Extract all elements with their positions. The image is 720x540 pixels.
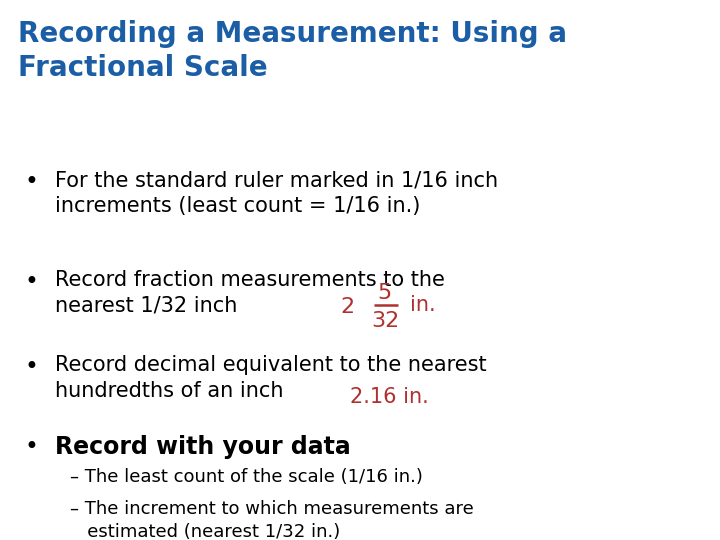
Text: 32: 32 bbox=[371, 311, 399, 331]
Text: Recording a Measurement: Using a
Fractional Scale: Recording a Measurement: Using a Fractio… bbox=[18, 20, 567, 82]
Text: •: • bbox=[25, 355, 39, 379]
Text: •: • bbox=[25, 435, 39, 459]
Text: For the standard ruler marked in 1/16 inch
increments (least count = 1/16 in.): For the standard ruler marked in 1/16 in… bbox=[55, 170, 498, 215]
Text: •: • bbox=[25, 170, 39, 194]
Text: Record decimal equivalent to the nearest
hundredths of an inch: Record decimal equivalent to the nearest… bbox=[55, 355, 487, 401]
Text: •: • bbox=[25, 270, 39, 294]
Text: 2.16 in.: 2.16 in. bbox=[350, 387, 428, 407]
Text: Record with your data: Record with your data bbox=[55, 435, 351, 459]
Text: – The least count of the scale (1/16 in.): – The least count of the scale (1/16 in.… bbox=[70, 468, 423, 486]
Text: 5: 5 bbox=[377, 283, 391, 303]
Text: – The increment to which measurements are
   estimated (nearest 1/32 in.): – The increment to which measurements ar… bbox=[70, 500, 474, 540]
Text: 2: 2 bbox=[341, 297, 355, 317]
Text: in.: in. bbox=[410, 295, 436, 315]
Text: Record fraction measurements to the
nearest 1/32 inch: Record fraction measurements to the near… bbox=[55, 270, 445, 315]
